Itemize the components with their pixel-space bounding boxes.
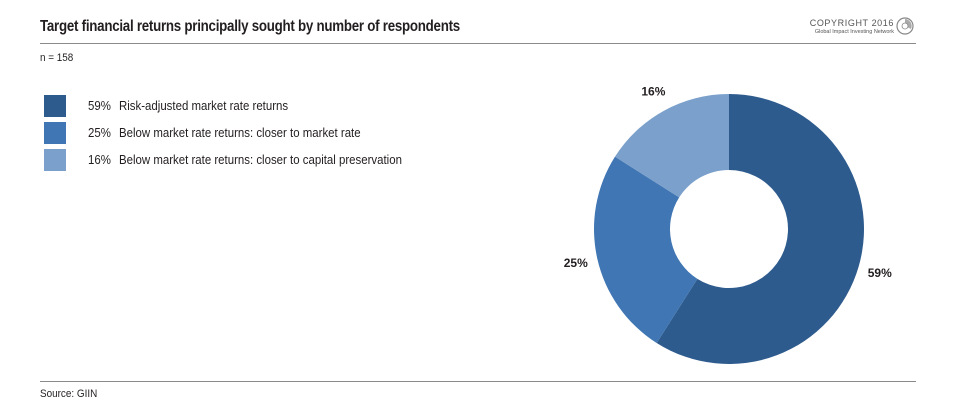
legend-swatch bbox=[44, 122, 66, 144]
legend-percent: 59% bbox=[88, 98, 111, 113]
copyright-organization: Global Impact Investing Network bbox=[814, 29, 894, 35]
slice-data-label: 16% bbox=[641, 84, 665, 98]
legend-percent: 16% bbox=[88, 152, 111, 167]
chart-title: Target financial returns principally sou… bbox=[40, 18, 460, 35]
copyright-text: COPYRIGHT 2016 bbox=[809, 18, 894, 28]
slice-data-label: 25% bbox=[564, 256, 588, 270]
slice-data-label: 59% bbox=[868, 266, 892, 280]
slice-closer-to-market bbox=[594, 156, 698, 343]
title-divider bbox=[40, 43, 916, 44]
legend-label: Below market rate returns: closer to cap… bbox=[119, 152, 402, 167]
sample-size: n = 158 bbox=[40, 52, 74, 64]
giin-logo-icon bbox=[896, 17, 914, 35]
legend-label: Risk-adjusted market rate returns bbox=[119, 98, 289, 113]
source-note: Source: GIIN bbox=[40, 388, 98, 400]
legend-label: Below market rate returns: closer to mar… bbox=[119, 125, 361, 140]
legend-swatch bbox=[44, 149, 66, 171]
legend-percent: 25% bbox=[88, 125, 111, 140]
legend-swatch bbox=[44, 95, 66, 117]
slice-risk-adjusted bbox=[656, 94, 864, 364]
slice-capital-preservation bbox=[615, 94, 729, 198]
copyright-notice: COPYRIGHT 2016 Global Impact Investing N… bbox=[810, 18, 894, 35]
footer-divider bbox=[40, 381, 916, 382]
